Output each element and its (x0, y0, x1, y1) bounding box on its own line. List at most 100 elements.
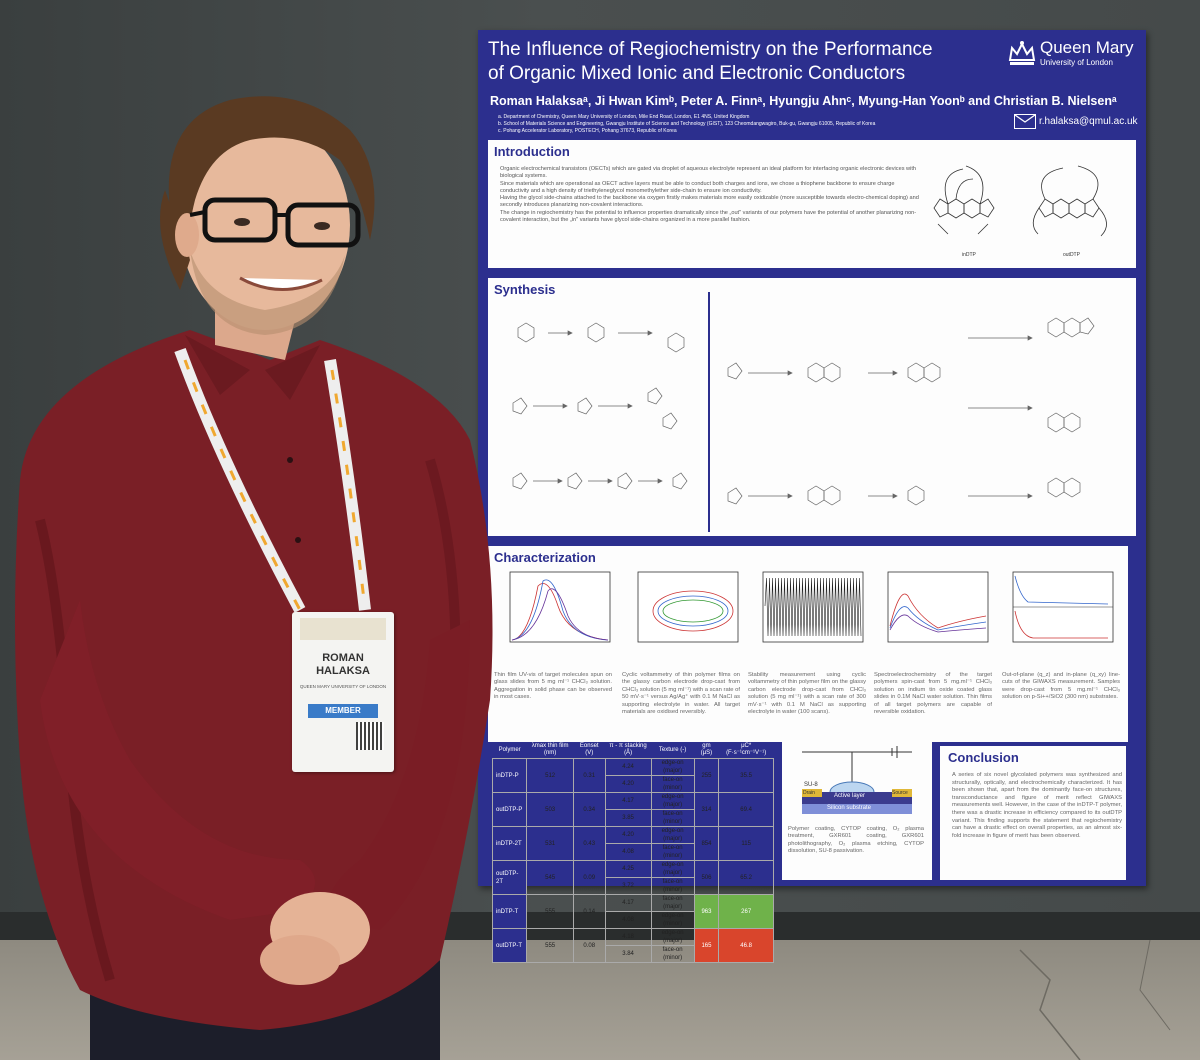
contact-email: r.halaksa@qmul.ac.uk (1014, 114, 1138, 129)
table-row: 3.84 face-on (minor) (493, 945, 774, 963)
poster-title: The Influence of Regiochemistry on the P… (488, 38, 988, 86)
table-cell: 512 (526, 758, 574, 793)
table-cell: 555 (526, 928, 574, 963)
table-header: π - π stacking (Å) (605, 742, 652, 759)
characterization-panel: Characterization (488, 546, 1128, 742)
table-header: gm (μS) (694, 742, 719, 759)
table-cell: 4.20 (604, 826, 652, 844)
giwaxs-caption: Out-of-plane (q_z) and in-plane (q_xy) l… (1002, 672, 1120, 701)
table-header: λmax thin film (nm) (526, 742, 574, 759)
table-cell: 854 (693, 826, 720, 861)
substrate-label: Silicon substrate (827, 805, 872, 811)
su8-label: SU-8 (804, 782, 818, 788)
email-text: r.halaksa@qmul.ac.uk (1039, 116, 1138, 128)
table-header: Texture (-) (651, 742, 695, 759)
author-list: Roman Halaksaᵃ, Ji Hwan Kimᵇ, Peter A. F… (490, 94, 1117, 108)
badge-name: ROMAN HALAKSA (292, 652, 394, 678)
table-cell: 69.4 (718, 792, 774, 827)
introduction-text: Organic electrochemical transistors (OEC… (500, 166, 920, 224)
table-row: outDTP-P 503 0.34 4.17 edge-on (major) 314 69.… (491, 792, 774, 827)
table-cell: 545 (526, 860, 574, 895)
table-cell: edge-on (major) (650, 860, 695, 878)
spectroelectrochemistry-caption: Spectroelectrochemistry of the target po… (874, 672, 992, 716)
synthesis-divider (708, 292, 710, 532)
table-cell: 314 (693, 792, 720, 827)
table-row: outDTP-T 555 0.08 4.18 edge-on (major) 165 46.… (491, 928, 774, 963)
indtp-label: inDTP (962, 252, 976, 258)
characterization-title: Characterization (494, 550, 596, 565)
table-cell: 46.8 (718, 928, 774, 963)
table-cell: 555 (526, 894, 574, 929)
drain-label: Drain (803, 790, 815, 796)
table-cell: face-on (minor) (650, 877, 695, 895)
table-cell: 4.18 (604, 928, 652, 946)
title-line-1: The Influence of Regiochemistry on the P… (488, 39, 933, 60)
giwaxs-plot (1012, 571, 1114, 643)
affiliation-b: b. School of Materials Science and Engin… (498, 121, 876, 127)
table-cell: 3.85 (604, 809, 652, 827)
table-cell: 115 (718, 826, 774, 861)
table-cell: 4.25 (604, 860, 652, 878)
poster: The Influence of Regiochemistry on the P… (478, 30, 1146, 963)
synthesis-title: Synthesis (494, 282, 556, 297)
table-cell: 0.34 (572, 792, 606, 827)
table-cell: face-on (major) (650, 894, 695, 912)
table-cell: edge-on (major) (650, 758, 695, 776)
badge-role: MEMBER (308, 704, 378, 718)
affiliations: a. Department of Chemistry, Queen Mary U… (498, 114, 1018, 135)
table-cell: 35.5 (718, 758, 774, 793)
table-cell: 0.09 (572, 860, 606, 895)
cv-plot (637, 571, 739, 643)
intro-bullet: Having the glycol side-chains attached t… (500, 195, 919, 209)
intro-bullet: Since materials which are operational as… (500, 180, 895, 194)
table-row: 3.85 face-on (minor) (493, 809, 774, 827)
table-header: Eonset (V) (573, 742, 606, 759)
badge-header (300, 618, 386, 640)
table-cell: inDTP-T (491, 894, 528, 929)
conclusion-panel: Conclusion A series of six novel glycola… (940, 746, 1126, 880)
table-cell: 4.20 (604, 775, 652, 793)
table-cell: 255 (693, 758, 720, 793)
active-layer-label: Active layer (834, 793, 866, 799)
table-cell: 0.14 (572, 894, 606, 929)
table-cell: 4.17 (604, 894, 652, 912)
table-header: μC* (F·s⁻¹cm⁻¹V⁻¹) (718, 742, 774, 759)
molecule-indtp (918, 154, 1018, 254)
affiliation-c: c. Pohang Accelerator Laboratory, POSTEC… (498, 128, 677, 134)
table-cell: outDTP-P (491, 792, 528, 827)
table-cell: inDTP-2T (491, 826, 528, 861)
institution-subtitle: University of London (1040, 58, 1113, 67)
institution-logo: Queen Mary University of London (1006, 38, 1136, 67)
qr-code-icon (356, 722, 384, 750)
table-cell: 4.17 (604, 792, 652, 810)
conclusion-title: Conclusion (948, 750, 1019, 765)
intro-bullet: The change in regiochemistry has the pot… (500, 209, 917, 224)
table-cell: outDTP-T (491, 928, 528, 963)
table-cell: 0.08 (572, 928, 606, 963)
table-cell: edge-on (major) (650, 792, 695, 810)
table-cell: 3.72 (604, 877, 652, 895)
table-cell: face-on (minor) (650, 775, 695, 793)
table-row: inDTP-2T 531 0.43 4.20 edge-on (major) 854 115 (491, 826, 774, 861)
table-body: inDTP-P 512 0.31 4.24 edge-on (major) 255 35.5… (491, 758, 774, 963)
table-cell: 0.31 (572, 758, 606, 793)
name-badge: ROMAN HALAKSA QUEEN MARY UNIVERSITY OF L… (292, 612, 394, 772)
stability-caption: Stability measurement using cyclic volta… (748, 672, 866, 716)
properties-table: Polymer λmax thin film (nm) Eonset (V) π… (491, 742, 774, 963)
table-cell: edge-on (minor) (650, 911, 695, 929)
source-label: Source (892, 790, 908, 796)
badge-first-name: ROMAN (322, 652, 364, 664)
table-cell: outDTP-2T (491, 860, 528, 895)
table-cell: edge-on (major) (650, 928, 695, 946)
table-cell: 4.08 (604, 911, 652, 929)
badge-organization: QUEEN MARY UNIVERSITY OF LONDON (299, 684, 387, 689)
table-cell: 503 (526, 792, 574, 827)
table-row: 4.08 face-on (minor) (493, 843, 774, 861)
synthesis-panel: Synthesis (488, 278, 1136, 536)
table-cell: face-on (minor) (650, 945, 695, 963)
synthesis-scheme (512, 317, 1095, 506)
device-panel: SU-8 Active layer Drain Source Silicon s… (782, 742, 932, 880)
table-cell: 3.84 (604, 945, 652, 963)
introduction-title: Introduction (494, 144, 570, 159)
table-row: 4.20 face-on (minor) (493, 775, 774, 793)
